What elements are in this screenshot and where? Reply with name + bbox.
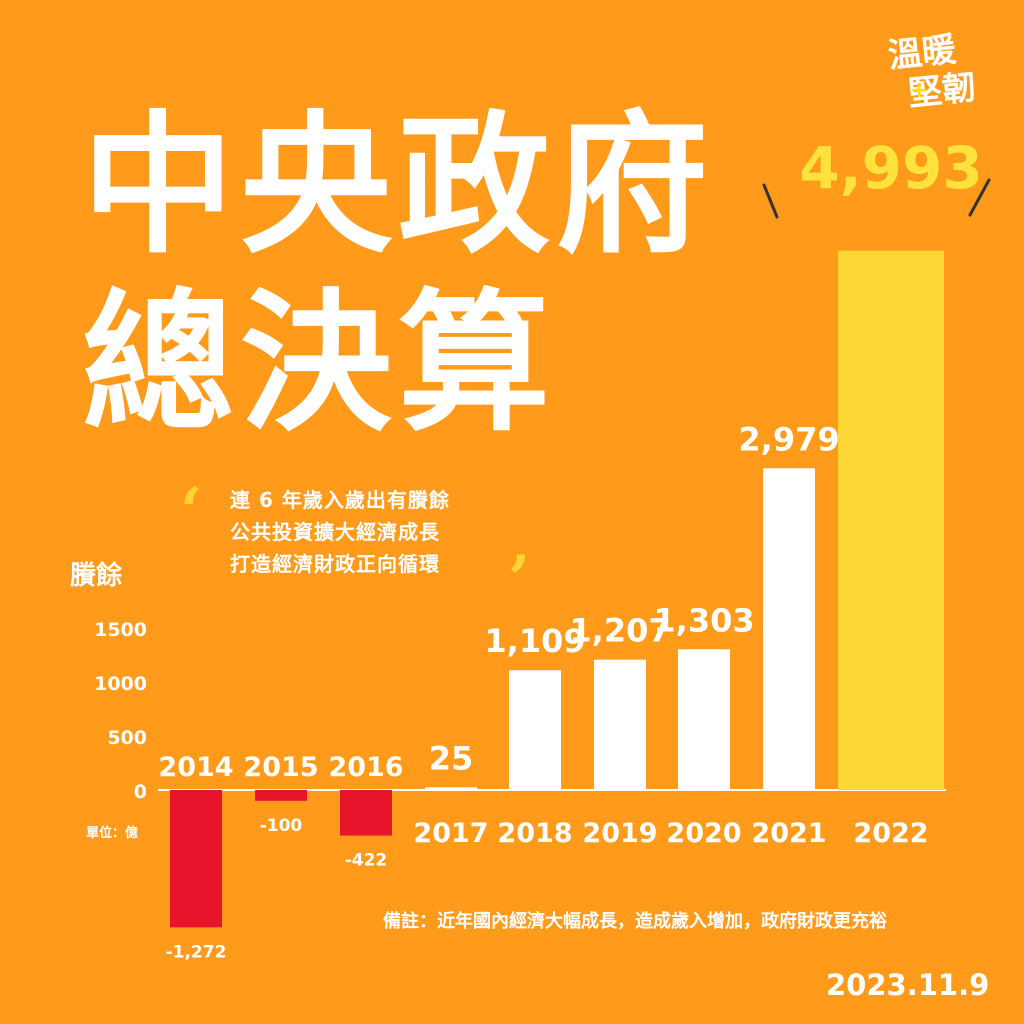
y-tick-label: 500 — [107, 727, 147, 749]
quote-line-1: 連 6 年歲入歲出有賸餘 — [230, 488, 450, 512]
quote-line-2: 公共投資擴大經濟成長 — [230, 520, 440, 544]
date-label: 2023.11.9 — [826, 968, 990, 1002]
value-label-2022: 4,993 — [799, 134, 982, 202]
category-label-2021: 2021 — [751, 818, 826, 849]
bar-2021 — [763, 468, 815, 790]
category-label-2014: 2014 — [158, 752, 233, 783]
category-label-2017: 2017 — [413, 818, 488, 849]
y-axis-label: 賸餘 — [70, 561, 123, 591]
bar-2022 — [838, 250, 944, 791]
quote-line-3: 打造經濟財政正向循環 — [230, 552, 440, 576]
category-label-2022: 2022 — [853, 818, 928, 849]
category-label-2020: 2020 — [666, 818, 741, 849]
bar-2016 — [340, 790, 392, 836]
emphasis-stroke-left — [762, 183, 779, 219]
category-label-2019: 2019 — [582, 818, 657, 849]
value-label-2015: -100 — [260, 816, 303, 836]
value-label-2020: 1,303 — [653, 601, 754, 639]
category-label-2015: 2015 — [243, 752, 318, 783]
bar-2020 — [678, 649, 730, 790]
unit-label: 單位：億 — [86, 826, 139, 841]
bar-2014 — [170, 790, 222, 928]
bar-2018 — [509, 670, 561, 790]
footnote: 備註：近年國內經濟大幅成長，造成歲入增加，政府財政更充裕 — [383, 911, 887, 932]
category-label-2018: 2018 — [497, 818, 572, 849]
quote-close-icon: ’ — [508, 542, 531, 617]
value-label-2018: 1,109 — [484, 622, 585, 660]
value-label-2019: 1,207 — [569, 612, 670, 650]
title-line-1: 中央政府 — [82, 97, 714, 274]
bar-2019 — [594, 659, 646, 790]
category-label-2016: 2016 — [328, 752, 403, 783]
y-tick-label: 0 — [134, 781, 147, 803]
bar-2015 — [255, 790, 307, 801]
logo-plus-icon: + — [910, 78, 929, 103]
bar-2017 — [425, 787, 477, 790]
y-tick-label: 1500 — [94, 619, 147, 641]
value-label-2014: -1,272 — [166, 942, 227, 962]
y-tick-label: 1000 — [94, 673, 147, 695]
value-label-2017: 25 — [429, 739, 474, 777]
title-line-2: 總決算 — [82, 275, 556, 452]
quote-open-icon: ‘ — [180, 474, 203, 549]
value-label-2021: 2,979 — [738, 420, 839, 458]
emphasis-stroke-right — [968, 178, 991, 217]
value-label-2016: -422 — [345, 851, 388, 871]
